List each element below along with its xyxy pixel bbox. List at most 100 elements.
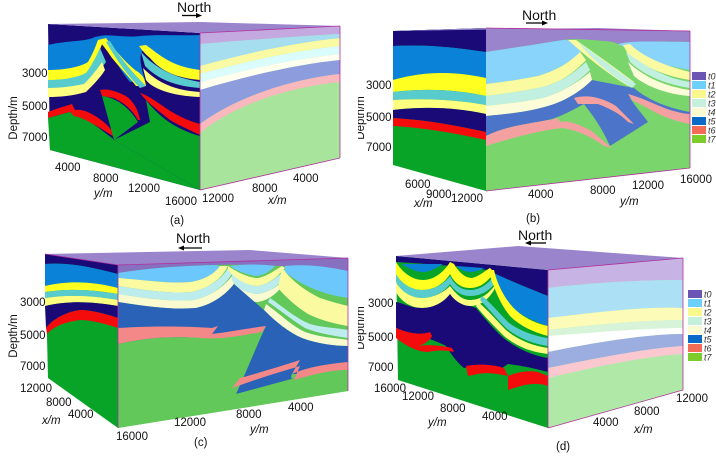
side-axis-tick: 4000 <box>528 189 554 201</box>
side-axis-tick: 8000 <box>590 185 616 197</box>
front-axis-tick: 16000 <box>374 383 406 395</box>
front-axis-label: x/m <box>413 198 433 210</box>
legend-label: t3 <box>708 99 716 109</box>
front-axis-tick: 8000 <box>93 173 119 185</box>
legend-swatch <box>692 90 706 98</box>
side-axis-label: x/m <box>633 424 653 436</box>
box-edges <box>547 257 684 429</box>
front-axis-tick: 12000 <box>128 183 160 195</box>
side-axis-tick: 4000 <box>593 417 619 429</box>
depth-axis-label: Depth/m <box>8 314 20 357</box>
legend-swatch <box>688 317 702 325</box>
block-diagram-d: North Depth/m 3000 <box>358 228 713 453</box>
box-edges <box>199 25 341 191</box>
legend-label: t2 <box>708 90 716 100</box>
panel-a: North Dep <box>0 0 358 228</box>
legend-swatch <box>692 81 706 89</box>
block-diagram-b: North Depth/m 3000 <box>358 7 716 225</box>
north-label: North <box>177 0 211 15</box>
side-axis-tick: 8000 <box>634 406 660 418</box>
north-label: North <box>176 230 210 246</box>
legend-swatch <box>688 290 702 298</box>
side-axis-tick: 8000 <box>236 409 262 421</box>
front-axis-tick: 4000 <box>482 411 508 423</box>
front-axis-tick: 4000 <box>55 162 81 174</box>
north-arrow-icon <box>525 240 546 246</box>
front-axis-tick: 6000 <box>405 179 431 191</box>
top-face <box>393 28 690 31</box>
front-axis-tick: 12000 <box>20 383 52 395</box>
depth-tick: 3000 <box>22 68 48 80</box>
front-axis-tick: 8000 <box>440 403 466 415</box>
front-face <box>118 258 348 428</box>
depth-tick: 5000 <box>366 112 392 124</box>
side-axis-label: y/m <box>619 196 639 208</box>
depth-tick: 3000 <box>368 298 394 310</box>
depth-tick: 5000 <box>22 101 48 113</box>
depth-axis-label: Depth/m <box>358 306 367 349</box>
front-axis-label: y/m <box>93 188 113 200</box>
side-axis-tick: 12000 <box>632 180 664 192</box>
legend-label: t7 <box>704 353 713 363</box>
front-axis-tick: 12000 <box>402 391 434 403</box>
legend-label: t1 <box>708 81 716 91</box>
front-face <box>48 24 200 190</box>
legend-label: t2 <box>704 308 712 318</box>
north-arrow-icon <box>526 20 548 26</box>
legend-swatch <box>688 335 702 343</box>
top-face <box>45 250 348 265</box>
legend-swatch <box>692 135 706 143</box>
side-axis-tick: 12000 <box>174 417 206 429</box>
box-edges <box>44 253 349 428</box>
legend-label: t7 <box>708 135 716 145</box>
legend-label: t6 <box>708 126 716 136</box>
legend-swatch <box>692 108 706 116</box>
front-axis-label: x/m <box>41 415 61 427</box>
legend-swatch <box>692 99 706 107</box>
legend-label: t0 <box>708 72 716 82</box>
depth-tick: 7000 <box>22 132 48 144</box>
north-label: North <box>518 228 552 243</box>
caption: (d) <box>556 441 570 453</box>
depth-tick: 3000 <box>366 80 392 92</box>
depth-tick: 5000 <box>368 332 394 344</box>
depth-tick: 3000 <box>20 297 46 309</box>
legend-label: t6 <box>704 344 712 354</box>
legend-label: t5 <box>708 117 716 127</box>
legend-swatch <box>688 353 702 361</box>
depth-tick: 7000 <box>366 142 392 154</box>
north-label: North <box>522 7 556 23</box>
side-axis-label: y/m <box>249 424 269 436</box>
front-face <box>396 256 548 428</box>
panel-b: North Depth/m 3000 <box>358 0 716 228</box>
box-edges <box>485 27 691 192</box>
front-face <box>486 28 690 191</box>
side-axis-tick: 4000 <box>293 173 319 185</box>
side-axis-tick: 8000 <box>252 183 278 195</box>
side-face <box>393 28 486 191</box>
panel-d: North Depth/m 3000 <box>358 228 716 456</box>
caption: (c) <box>194 437 208 449</box>
north-arrow-icon <box>178 245 202 251</box>
side-axis-tick: 12000 <box>676 393 708 405</box>
legend-swatch <box>688 326 702 334</box>
depth-tick: 5000 <box>20 330 46 342</box>
legend-swatch <box>692 72 706 80</box>
legend-swatch <box>688 344 702 352</box>
front-axis-tick: 16000 <box>165 196 197 208</box>
panel-c: North <box>0 228 358 456</box>
north-arrow-icon <box>182 13 202 18</box>
side-axis-label: x/m <box>267 195 287 207</box>
legend-label: t3 <box>704 317 712 327</box>
side-axis-tick: 16000 <box>116 431 148 443</box>
legend-label: t4 <box>708 108 716 118</box>
legend-label: t4 <box>704 326 712 336</box>
side-face <box>45 254 118 428</box>
depth-tick: 7000 <box>20 361 46 373</box>
legend-label: t5 <box>704 335 713 345</box>
block-diagram-c: North <box>8 230 349 449</box>
legend-swatch <box>692 126 706 134</box>
front-axis-label: y/m <box>427 417 447 429</box>
legend-swatch <box>688 299 702 307</box>
depth-tick: 7000 <box>368 362 394 374</box>
